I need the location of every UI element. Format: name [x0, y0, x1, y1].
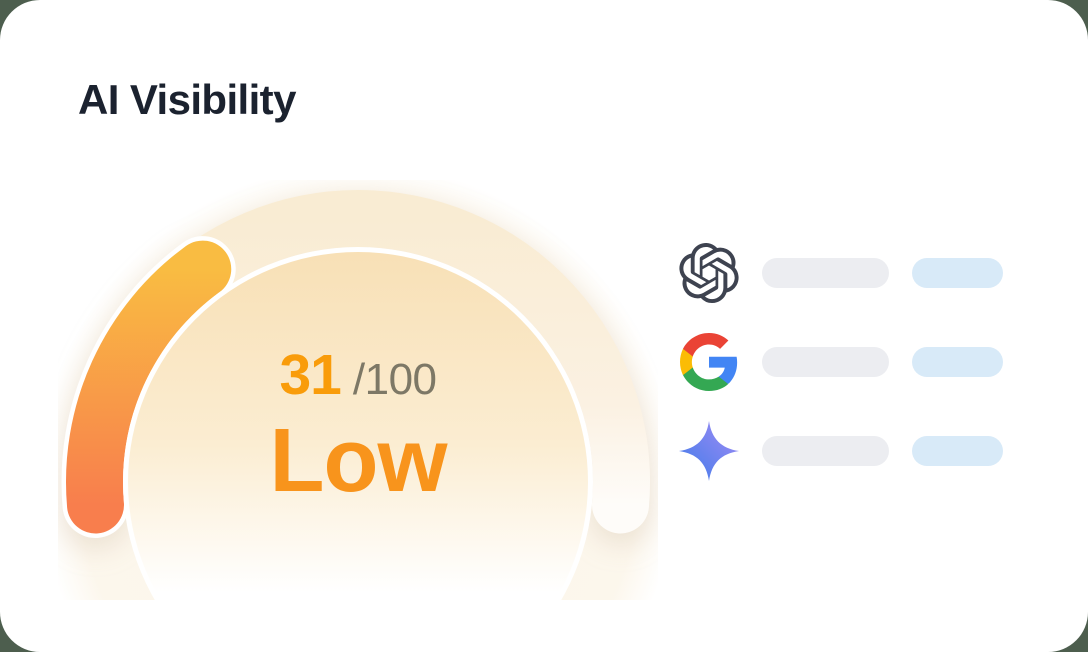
gauge-inner-disc [128, 252, 588, 600]
skeleton-bar [762, 347, 889, 377]
skeleton-bar [762, 258, 889, 288]
skeleton-bar [912, 347, 1003, 377]
provider-row-google [678, 331, 1003, 393]
gauge-arcs [61, 190, 650, 538]
skeleton-bar [762, 436, 889, 466]
skeleton-bar [912, 436, 1003, 466]
gauge-fill-arc [66, 240, 232, 534]
skeleton-bar [912, 258, 1003, 288]
ai-visibility-gauge [58, 180, 658, 600]
google-logo-icon [678, 331, 740, 393]
gemini-logo-icon [678, 420, 740, 482]
openai-logo-icon [678, 242, 740, 304]
provider-row-gemini [678, 420, 1003, 482]
page-title: AI Visibility [78, 76, 296, 123]
provider-list [678, 242, 1003, 482]
provider-row-chatgpt [678, 242, 1003, 304]
